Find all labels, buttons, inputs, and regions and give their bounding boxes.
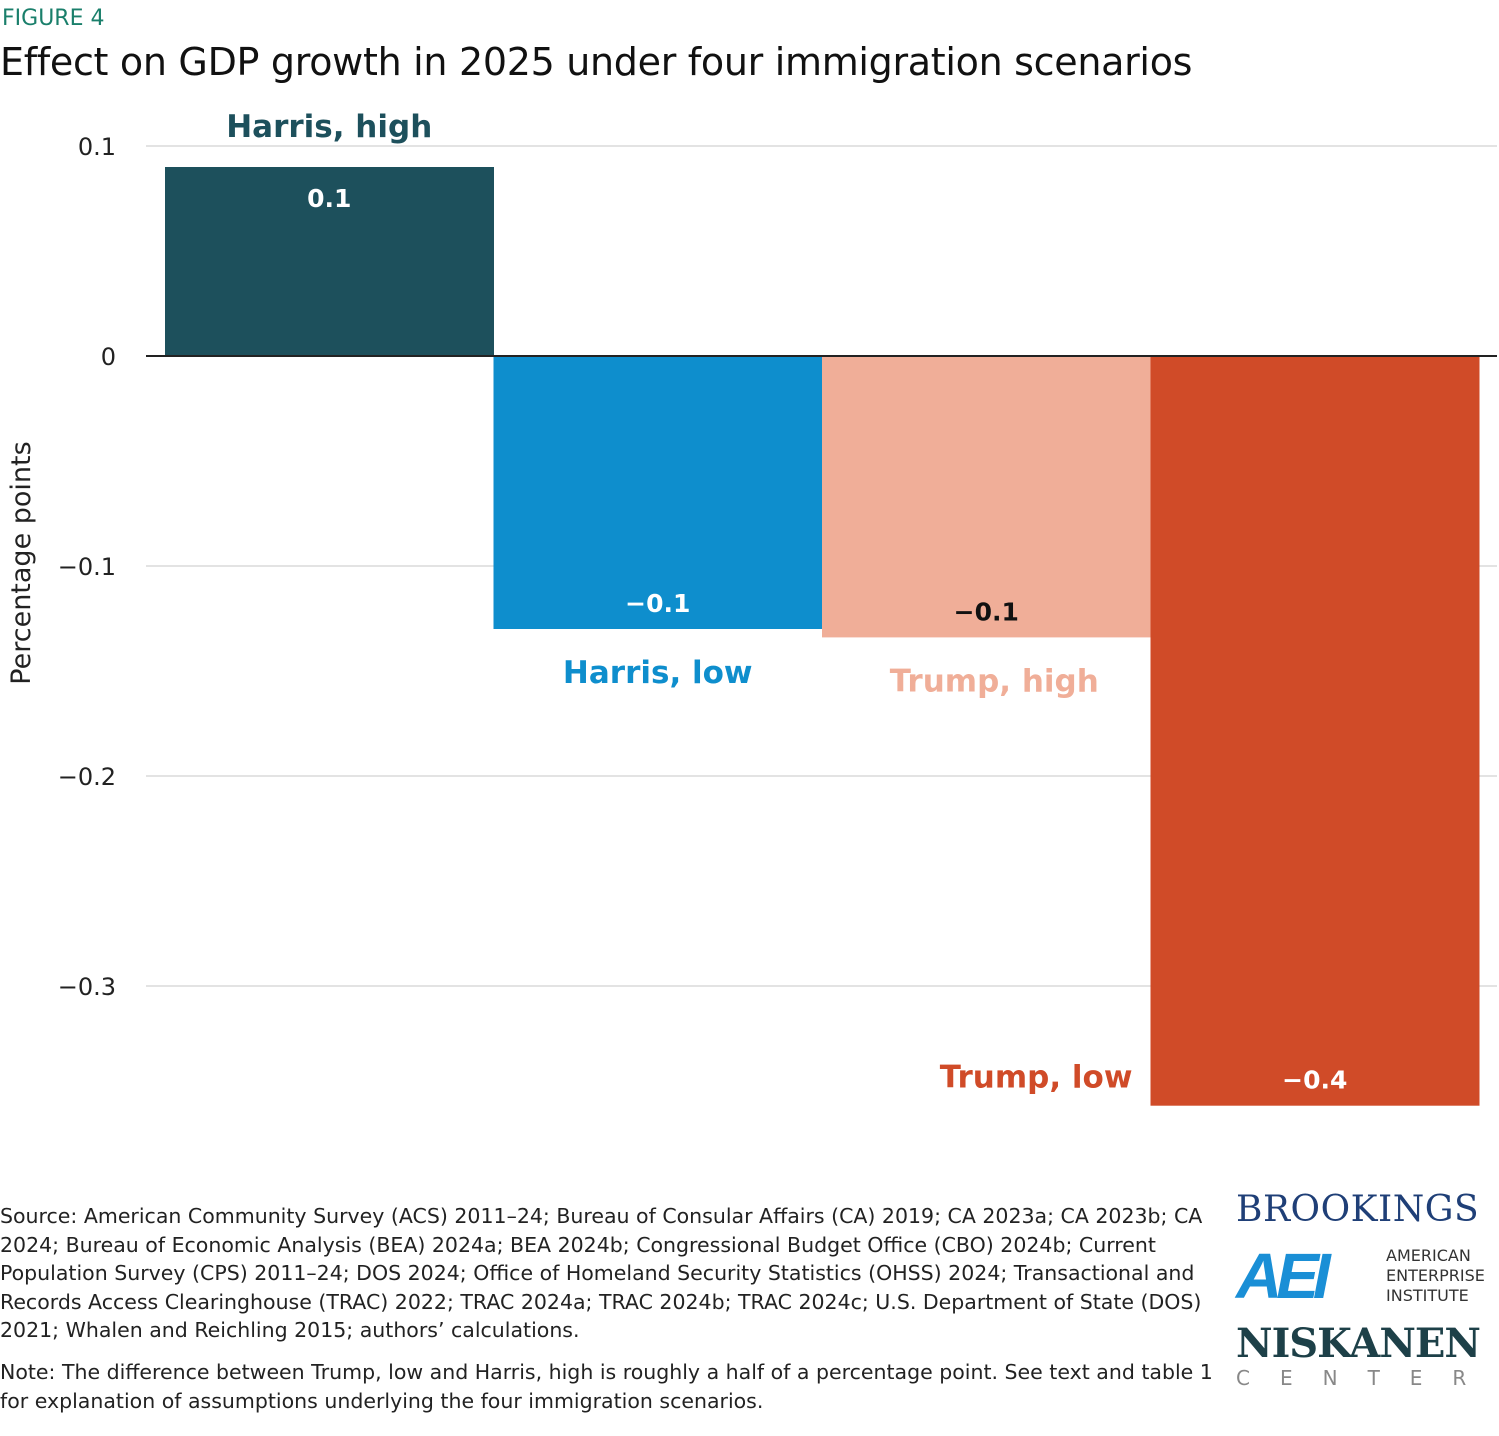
aei-text-line: AMERICAN [1386,1246,1471,1265]
aei-mark: AEI [1236,1240,1331,1312]
y-tick-label: −0.1 [58,553,116,581]
niskanen-center-text: CENTER [1236,1366,1497,1390]
aei-text-line: ENTERPRISE [1386,1266,1485,1285]
bar [1150,356,1480,1106]
data-label: 0.1 [307,184,351,213]
category-label: Harris, low [563,655,753,691]
category-label: Trump, low [940,1060,1133,1096]
brookings-logo: BROOKINGS [1236,1189,1480,1230]
figure-label: FIGURE 4 [2,6,105,31]
aei-text-line: INSTITUTE [1386,1286,1469,1305]
data-label: −0.4 [1282,1066,1347,1095]
niskanen-logo: NISKANEN [1236,1320,1481,1367]
logos: BROOKINGS AEI AMERICAN ENTERPRISE INSTIT… [1236,1188,1499,1390]
y-tick-label: 0 [101,343,116,371]
y-tick-label: −0.3 [58,973,116,1001]
bar [822,356,1151,638]
data-label: −0.1 [954,597,1019,626]
y-axis-label: Percentage points [6,441,37,684]
footnote: Note: The difference between Trump, low … [0,1360,1213,1413]
source-note: Source: American Community Survey (ACS) … [0,1204,1203,1342]
bar [165,167,494,356]
y-tick-label: −0.2 [58,763,116,791]
category-label: Harris, high [226,109,432,145]
aei-logo: AEI AMERICAN ENTERPRISE INSTITUTE [1236,1236,1499,1316]
y-tick-label: 0.1 [78,133,116,161]
bar-chart: 0.1 0 −0.1 −0.2 −0.3 Percentage points 0.1 Harr… [6,109,1497,1106]
category-label: Trump, high [890,663,1099,699]
data-label: −0.1 [625,589,690,618]
chart-title: Effect on GDP growth in 2025 under four … [0,40,1193,84]
bar [493,356,823,629]
